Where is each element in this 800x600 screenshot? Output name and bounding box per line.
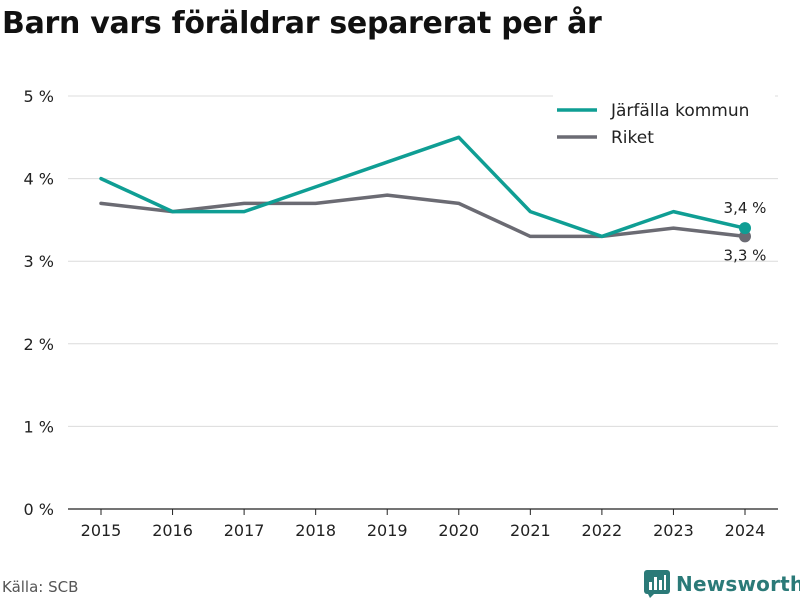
y-tick-label: 2 % (24, 335, 54, 354)
end-label-riket: 3,3 % (724, 246, 767, 264)
series-line-jarfalla (99, 135, 747, 239)
x-tick-label: 2019 (367, 521, 408, 540)
end-markers (739, 222, 751, 243)
x-tick-label: 2023 (653, 521, 694, 540)
end-marker-riket (739, 230, 751, 243)
x-axis: 2015 2016 2017 2018 2019 2020 2021 2022 2023 2024 (68, 508, 778, 540)
legend-background (553, 94, 775, 158)
end-marker-jarfalla (739, 222, 751, 235)
x-tick-label: 2016 (152, 521, 193, 540)
end-label-jarfalla: 3,4 % (724, 199, 767, 217)
y-tick-label: 4 % (24, 170, 54, 189)
brand-logo: Newsworthy (644, 570, 800, 598)
y-axis-ticks: 0 % 1 % 2 % 3 % 4 % 5 % (24, 87, 54, 519)
y-tick-label: 3 % (24, 252, 54, 271)
source-note: Källa: SCB (2, 578, 79, 596)
gridlines (68, 95, 778, 427)
y-tick-label: 1 % (24, 417, 54, 436)
legend: Järfälla kommun Riket (553, 94, 775, 158)
bar-chart-logo-icon (644, 570, 670, 598)
end-labels: 3,4 % 3,3 % (724, 199, 767, 264)
y-tick-label: 0 % (24, 500, 54, 519)
brand-name: Newsworthy (676, 572, 800, 596)
x-tick-label: 2022 (582, 521, 623, 540)
y-tick-label: 5 % (24, 87, 54, 106)
legend-label: Järfälla kommun (610, 101, 749, 121)
x-tick-label: 2018 (295, 521, 336, 540)
series-line-riket (99, 193, 747, 239)
series-lines (99, 135, 747, 239)
legend-label: Riket (611, 128, 654, 148)
x-tick-label: 2017 (224, 521, 265, 540)
chart-title: Barn vars föräldrar separerat per år (2, 6, 602, 41)
x-tick-label: 2021 (510, 521, 551, 540)
x-tick-label: 2020 (438, 521, 479, 540)
x-tick-label: 2024 (725, 521, 766, 540)
x-tick-label: 2015 (81, 521, 122, 540)
